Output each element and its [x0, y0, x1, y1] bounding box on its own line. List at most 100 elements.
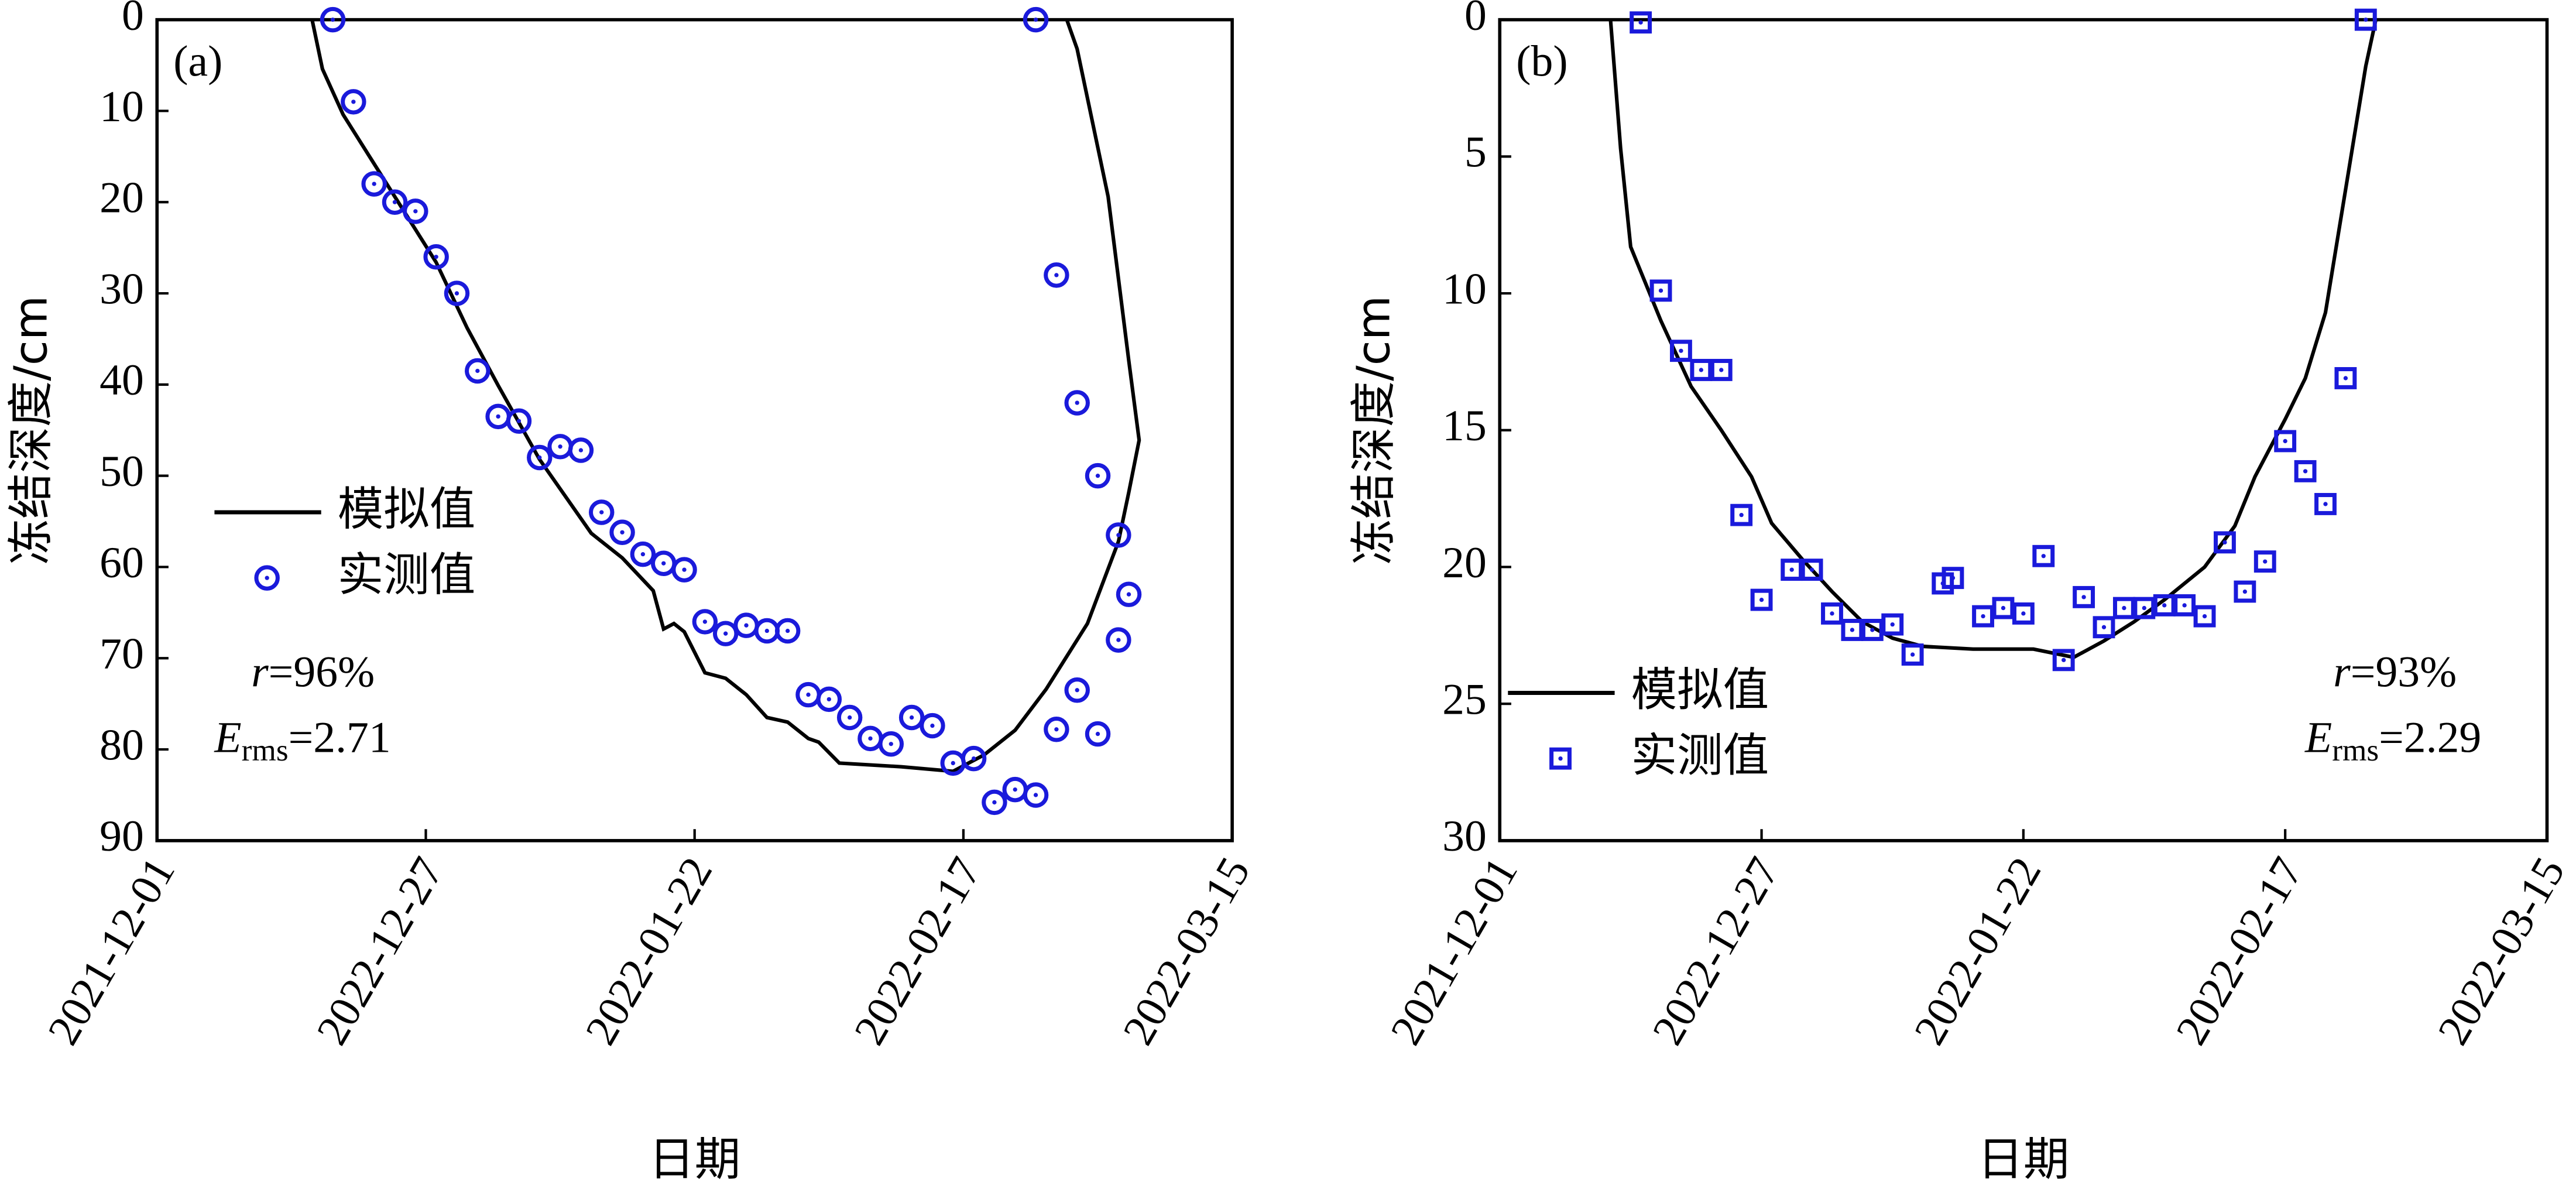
marker-shape	[2334, 367, 2357, 389]
marker-dot	[2323, 502, 2328, 506]
data-point	[382, 189, 408, 215]
data-point	[1044, 262, 1069, 288]
y-tick-label: 20	[100, 174, 144, 222]
marker-shape	[361, 171, 387, 197]
marker-shape	[403, 198, 428, 224]
data-point	[254, 565, 280, 591]
marker-dot	[2222, 540, 2227, 545]
marker-dot	[661, 561, 666, 566]
data-point	[1861, 619, 1884, 641]
data-point	[1821, 602, 1843, 625]
data-point	[444, 280, 470, 306]
marker-shape	[2193, 605, 2216, 628]
data-point	[2012, 602, 2035, 625]
marker-dot	[2364, 18, 2368, 22]
data-point	[2093, 616, 2115, 639]
marker-dot	[930, 723, 935, 728]
data-point	[2173, 594, 2196, 616]
marker-dot	[1830, 611, 1834, 616]
marker-dot	[1809, 567, 1814, 572]
x-tick-label: 2022-01-22	[1905, 850, 2050, 1053]
marker-shape	[1044, 717, 1069, 742]
marker-dot	[372, 181, 376, 186]
data-point	[733, 612, 759, 638]
marker-dot	[351, 100, 356, 104]
data-point	[547, 434, 573, 460]
data-point	[2193, 605, 2216, 628]
marker-dot	[392, 200, 397, 204]
y-tick-label: 0	[122, 0, 144, 40]
data-point	[1992, 597, 2015, 619]
data-point	[1064, 677, 1090, 703]
marker-dot	[1658, 288, 1663, 293]
marker-dot	[1095, 474, 1100, 478]
data-point	[609, 519, 635, 545]
data-point	[1023, 782, 1049, 808]
marker-dot	[434, 255, 438, 259]
y-tick-label: 20	[1442, 539, 1487, 587]
data-point	[961, 745, 987, 772]
y-tick-label: 25	[1442, 676, 1487, 724]
marker-shape	[2214, 531, 2236, 554]
marker-dot	[496, 414, 500, 419]
marker-dot	[1679, 348, 1683, 353]
marker-dot	[2142, 605, 2146, 611]
marker-dot	[1759, 597, 1764, 602]
panel-label: (b)	[1516, 37, 1567, 86]
data-point	[2354, 8, 2377, 31]
x-tick-label: 2022-12-27	[1644, 850, 1789, 1053]
legend-label: 模拟值	[338, 482, 476, 536]
marker-dot	[786, 628, 790, 633]
data-point	[1106, 522, 1131, 548]
marker-dot	[1558, 756, 1563, 761]
marker-shape	[2234, 580, 2256, 603]
data-point	[630, 541, 656, 567]
marker-shape	[1630, 11, 1652, 34]
data-point	[1710, 358, 1733, 381]
marker-dot	[826, 697, 831, 702]
data-point	[816, 686, 842, 713]
marker-shape	[1116, 581, 1142, 607]
data-point	[2294, 460, 2317, 482]
data-point	[2274, 430, 2297, 453]
data-point	[1750, 588, 1773, 611]
marker-shape	[898, 704, 925, 731]
marker-dot	[2303, 469, 2308, 474]
data-point	[650, 550, 677, 576]
marker-shape	[836, 704, 863, 731]
data-point	[878, 731, 904, 757]
marker-dot	[1981, 614, 1985, 619]
y-tick-label: 15	[1442, 402, 1487, 450]
data-point	[857, 725, 883, 752]
marker-dot	[1870, 628, 1875, 632]
marker-shape	[609, 519, 635, 545]
marker-shape	[920, 713, 945, 739]
marker-shape	[2073, 585, 2095, 608]
data-point	[423, 244, 449, 270]
x-tick-label: 2022-01-22	[577, 850, 722, 1053]
marker-dot	[682, 567, 687, 572]
stat-rms: Erms=2.29	[2304, 714, 2481, 768]
simulated-line	[1608, 19, 2378, 659]
marker-dot	[1890, 622, 1895, 627]
data-point	[2234, 580, 2256, 603]
legend-label: 实测值	[1631, 728, 1769, 782]
marker-dot	[702, 619, 708, 624]
stat-symbol: r	[251, 648, 269, 697]
stat-subscript: rms	[242, 733, 289, 768]
marker-dot	[599, 510, 604, 515]
marker-shape	[774, 618, 801, 644]
x-axis-label: 日期	[649, 1132, 740, 1186]
data-point	[1085, 463, 1111, 489]
marker-shape	[1064, 677, 1090, 703]
data-point	[465, 358, 490, 384]
marker-dot	[1719, 368, 1724, 372]
marker-shape	[254, 565, 280, 591]
marker-dot	[516, 419, 522, 423]
marker-dot	[951, 761, 955, 766]
data-point	[361, 171, 387, 197]
marker-shape	[1670, 340, 1692, 362]
data-point	[527, 444, 553, 471]
marker-shape	[2274, 430, 2297, 453]
marker-shape	[2173, 594, 2196, 616]
